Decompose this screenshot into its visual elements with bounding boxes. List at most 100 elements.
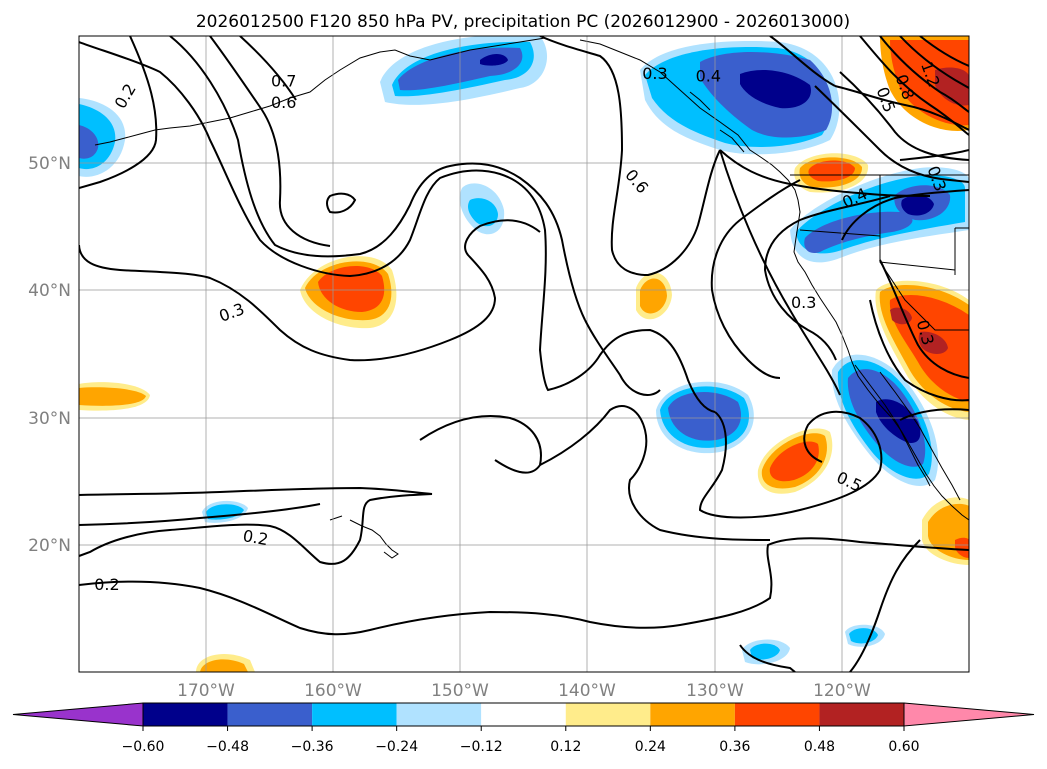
coastline-mexico-gulf	[879, 371, 961, 501]
colorbar-tick-label: 0.60	[888, 739, 919, 755]
contour-line	[79, 41, 716, 413]
precip-pos-mexico-dark	[955, 537, 969, 558]
contour-line	[79, 219, 541, 362]
border-states-4	[799, 229, 881, 237]
contour-line	[899, 36, 969, 89]
coastline-hawaii	[329, 515, 399, 559]
colorbar-segment	[650, 703, 735, 726]
contour-line	[919, 36, 969, 67]
colorbar-segment	[819, 703, 904, 726]
x-tick-label: 170°W	[177, 681, 235, 701]
contour-line	[79, 486, 433, 565]
contour-line	[698, 410, 883, 519]
y-tick-label: 30°N	[28, 409, 71, 429]
colorbar-tick-label: 0.12	[550, 739, 581, 755]
pv-contours	[79, 36, 969, 672]
contour-line	[584, 319, 661, 396]
colorbar-extend-high	[903, 702, 1035, 727]
coastline-aleutians	[94, 37, 546, 146]
precip-neg-west-core	[79, 125, 99, 159]
contour-line	[769, 36, 836, 87]
contour-line	[719, 149, 841, 396]
precip-pos-ne-dark	[935, 67, 969, 106]
contour-label: 0.3	[642, 64, 667, 83]
precip-pos-170w-10n-core	[200, 659, 248, 672]
precip-neg-119w-13n-core	[849, 628, 878, 644]
colorbar-segment	[227, 703, 313, 726]
precip-pos-west-core	[79, 387, 146, 406]
x-axis-labels: 170°W 160°W 150°W 140°W 130°W 120°W	[177, 681, 871, 701]
map-content	[79, 36, 969, 672]
colorbar-tick-label: −0.60	[122, 739, 165, 755]
gridlines	[79, 36, 969, 672]
precip-pos-158w-core	[318, 265, 385, 312]
contour-line	[869, 299, 969, 402]
y-axis-labels: 50°N 40°N 30°N 20°N	[28, 154, 71, 556]
colorbar-extend-low	[12, 702, 144, 727]
contour-line	[419, 415, 542, 474]
colorbar-segment	[481, 703, 566, 726]
chart-title: 2026012500 F120 850 hPa PV, precipitatio…	[196, 12, 850, 32]
colorbar-segment	[143, 703, 228, 726]
colorbar-segment	[565, 703, 651, 726]
precip-neg-baja-dark	[876, 399, 921, 444]
x-tick-label: 140°W	[558, 681, 616, 701]
precip-neg-idaho-dark	[901, 195, 934, 216]
colorbar-segment	[734, 703, 820, 726]
contour-line	[899, 408, 969, 421]
contour-line	[209, 36, 331, 247]
x-tick-label: 130°W	[686, 681, 744, 701]
contour-line	[710, 179, 801, 379]
contour-line	[839, 71, 969, 161]
colorbar-tick-label: 0.36	[719, 739, 750, 755]
precip-pos-125w-core	[769, 441, 819, 482]
contour-line	[719, 149, 931, 197]
precip-pos-sw-us-dark	[918, 331, 948, 354]
map-frame	[78, 35, 970, 673]
contour-line	[539, 405, 771, 541]
colorbar-tick-label: −0.48	[206, 739, 249, 755]
colorbar-tick-label: 0.24	[635, 739, 666, 755]
x-tick-label: 150°W	[431, 681, 489, 701]
y-tick-label: 50°N	[28, 154, 71, 174]
precip-neg-130w-12n-core	[750, 643, 780, 660]
precip-pos-oregon-core	[808, 160, 855, 182]
colorbar: −0.60 −0.48 −0.36 −0.24 −0.12 0.12 0.24 0.36 0.4…	[12, 702, 1035, 755]
contour-line	[539, 36, 721, 277]
precip-shading	[79, 36, 969, 672]
colorbar-tick-label: −0.24	[375, 739, 418, 755]
colorbar-segment	[396, 703, 482, 726]
contour-line	[763, 195, 891, 361]
border-states-3	[954, 227, 969, 275]
y-tick-label: 20°N	[28, 536, 71, 556]
contour-line	[326, 192, 357, 214]
contour-line	[79, 503, 321, 526]
precip-pos-ne-core	[890, 40, 969, 126]
colorbar-tick-label: −0.12	[460, 739, 503, 755]
coastline-alaska-se	[579, 39, 969, 521]
map-background	[79, 36, 969, 672]
x-tick-label: 120°W	[813, 681, 871, 701]
contour-line	[899, 149, 969, 161]
contour-line	[169, 36, 586, 321]
precip-neg-gulf-alaska-dark	[480, 54, 508, 66]
precip-neg-bc-dark	[740, 69, 811, 109]
contour-label: 0.6	[271, 93, 296, 112]
colorbar-frame	[142, 702, 905, 727]
coastline-islands-bc	[689, 91, 745, 153]
contour-line	[79, 537, 969, 636]
precip-pos-135w-core	[640, 278, 667, 314]
contour-line	[841, 189, 969, 241]
border-states-2	[879, 261, 969, 331]
colorbar-tick-label: 0.48	[804, 739, 835, 755]
contour-line	[739, 644, 796, 672]
contour-label: 0.2	[94, 575, 119, 594]
contour-label: 0.4	[696, 66, 721, 85]
contour-label: 0.2	[241, 526, 269, 549]
contour-line	[79, 36, 158, 189]
contour-line	[849, 539, 921, 672]
contour-line	[814, 85, 969, 183]
contour-label: 0.7	[271, 72, 296, 91]
contour-line	[879, 36, 969, 113]
